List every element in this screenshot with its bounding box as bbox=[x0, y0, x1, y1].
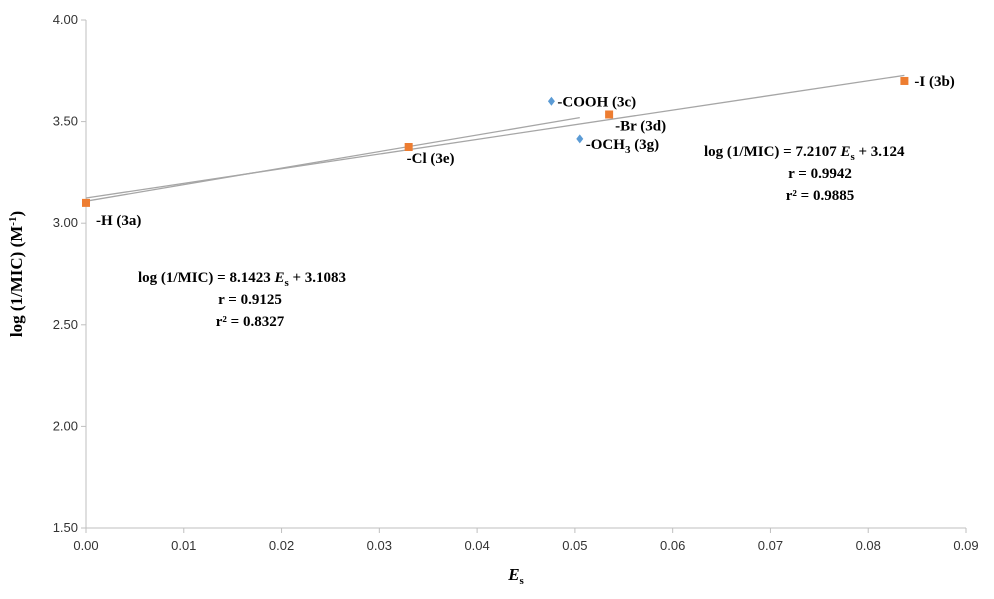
regression-annotations: log (1/MIC) = 7.2107 Es + 3.124 r = 0.994… bbox=[138, 144, 905, 330]
point-label: -H (3a) bbox=[96, 213, 141, 229]
trendline-2 bbox=[85, 116, 580, 202]
y-axis-title: log (1/MIC) (M-1) bbox=[7, 211, 26, 337]
point-label: -COOH (3c) bbox=[557, 94, 636, 110]
x-tick-label: 0.08 bbox=[856, 538, 881, 553]
y-tick-label: 2.50 bbox=[53, 317, 78, 332]
x-tick-label: 0.05 bbox=[562, 538, 587, 553]
equation-text: log (1/MIC) = 7.2107 Es + 3.124 bbox=[704, 144, 905, 163]
point-labels: -H (3a) -Cl (3e) -Br (3d) -I (3b) -COOH (3c)… bbox=[96, 74, 955, 229]
y-tick-label: 1.50 bbox=[53, 520, 78, 535]
x-tick-label: 0.02 bbox=[269, 538, 294, 553]
equation-text: log (1/MIC) = 8.1423 Es + 3.1083 bbox=[138, 270, 346, 289]
point-label: -Cl (3e) bbox=[407, 151, 455, 167]
x-tick-label: 0.06 bbox=[660, 538, 685, 553]
correlation-r-squared: r² = 0.9885 bbox=[786, 188, 854, 204]
x-tick-label: 0.09 bbox=[953, 538, 978, 553]
data-point-square bbox=[605, 110, 614, 119]
x-tick-label: 0.01 bbox=[171, 538, 196, 553]
x-tick-label: 0.03 bbox=[367, 538, 392, 553]
x-axis-title: Es bbox=[507, 565, 524, 587]
x-tick-label: 0.07 bbox=[758, 538, 783, 553]
x-tick-label: 0.04 bbox=[464, 538, 489, 553]
correlation-r-squared: r² = 0.8327 bbox=[216, 314, 285, 330]
y-tick-label: 3.00 bbox=[53, 215, 78, 230]
y-tick-label: 2.00 bbox=[53, 418, 78, 433]
trendline-1 bbox=[85, 74, 905, 199]
point-label: -Br (3d) bbox=[615, 118, 666, 134]
data-points bbox=[82, 76, 909, 207]
data-point-diamond bbox=[547, 96, 555, 106]
regression-equation-1: log (1/MIC) = 7.2107 Es + 3.124 r = 0.994… bbox=[704, 144, 905, 204]
y-tick-label: 4.00 bbox=[53, 12, 78, 27]
chart-axes: 1.50 2.00 2.50 3.00 3.50 4.00 0.00 0.01 0.02 0.03… bbox=[7, 12, 979, 587]
correlation-r: r = 0.9125 bbox=[218, 292, 282, 308]
data-point-diamond bbox=[576, 134, 584, 144]
data-point-square bbox=[404, 143, 413, 151]
data-point-square bbox=[900, 76, 909, 85]
x-tick-label: 0.00 bbox=[73, 538, 98, 553]
point-label: -OCH3 (3g) bbox=[586, 137, 659, 156]
correlation-r: r = 0.9942 bbox=[788, 166, 852, 182]
y-tick-label: 3.50 bbox=[53, 114, 78, 129]
point-label: -I (3b) bbox=[914, 74, 954, 90]
regression-equation-2: log (1/MIC) = 8.1423 Es + 3.1083 r = 0.91… bbox=[138, 270, 346, 330]
trendlines bbox=[85, 74, 905, 202]
data-point-square bbox=[82, 198, 90, 207]
